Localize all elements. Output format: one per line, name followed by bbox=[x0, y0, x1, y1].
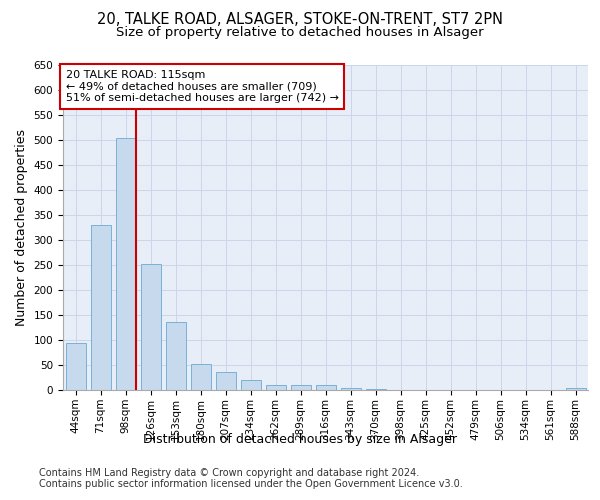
Bar bbox=[191, 364, 211, 390]
Y-axis label: Number of detached properties: Number of detached properties bbox=[15, 129, 28, 326]
Bar bbox=[241, 380, 260, 390]
Bar bbox=[341, 388, 361, 390]
Text: 20 TALKE ROAD: 115sqm
← 49% of detached houses are smaller (709)
51% of semi-det: 20 TALKE ROAD: 115sqm ← 49% of detached … bbox=[65, 70, 338, 103]
Bar bbox=[91, 225, 110, 390]
Bar bbox=[316, 385, 335, 390]
Bar bbox=[140, 264, 161, 390]
Bar bbox=[290, 385, 311, 390]
Text: Contains HM Land Registry data © Crown copyright and database right 2024.
Contai: Contains HM Land Registry data © Crown c… bbox=[39, 468, 463, 489]
Text: Size of property relative to detached houses in Alsager: Size of property relative to detached ho… bbox=[116, 26, 484, 39]
Text: Distribution of detached houses by size in Alsager: Distribution of detached houses by size … bbox=[143, 432, 457, 446]
Bar bbox=[365, 389, 386, 390]
Bar bbox=[65, 342, 86, 390]
Bar bbox=[566, 388, 586, 390]
Text: 20, TALKE ROAD, ALSAGER, STOKE-ON-TRENT, ST7 2PN: 20, TALKE ROAD, ALSAGER, STOKE-ON-TRENT,… bbox=[97, 12, 503, 28]
Bar bbox=[215, 372, 235, 390]
Bar bbox=[265, 385, 286, 390]
Bar bbox=[166, 322, 185, 390]
Bar bbox=[115, 138, 136, 390]
